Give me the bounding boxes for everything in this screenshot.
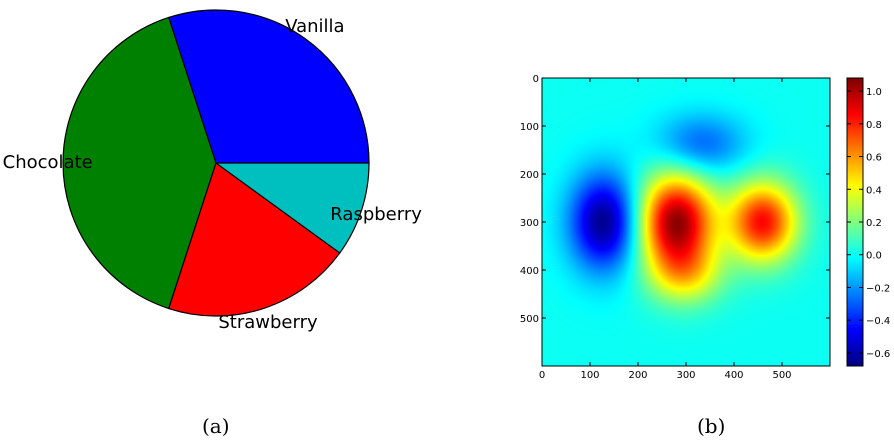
colorbar-tick-label: −0.2 <box>866 283 890 294</box>
x-tick-label: 200 <box>628 370 647 381</box>
caption-b: (b) <box>697 414 726 438</box>
colorbar-tick-label: 0.2 <box>866 218 882 229</box>
x-tick-label: 400 <box>724 370 743 381</box>
y-tick-label: 0 <box>533 74 539 85</box>
colorbar-tick-label: 1.0 <box>866 87 882 98</box>
pie-chart: Vanilla Chocolate Strawberry Raspberry <box>3 9 422 333</box>
colorbar-gradient <box>847 78 863 366</box>
colorbar-tick-label: −0.6 <box>866 349 890 360</box>
x-tick-label: 0 <box>539 370 545 381</box>
pie-slice-vanilla <box>167 9 370 164</box>
pie-slice-strawberry <box>167 162 341 317</box>
x-tick-label: 300 <box>676 370 695 381</box>
y-tick-label: 500 <box>520 314 539 325</box>
pie-label-vanilla: Vanilla <box>285 16 344 37</box>
colorbar-tick-label: 0.6 <box>866 153 882 164</box>
colorbar-tick-label: −0.4 <box>866 316 890 327</box>
heatmap-image <box>542 78 830 366</box>
heatmap-axes: 0 100 200 300 400 500 0 100 200 300 400 500 <box>520 74 830 381</box>
y-tick-label: 200 <box>520 170 539 181</box>
pie-slice-raspberry <box>214 162 370 254</box>
colorbar-tick-label: 0.4 <box>866 185 882 196</box>
caption-a: (a) <box>202 414 230 438</box>
y-tick-label: 400 <box>520 266 539 277</box>
colorbar-tick-label: 0.0 <box>866 251 882 262</box>
pie-label-chocolate: Chocolate <box>3 152 93 173</box>
y-tick-label: 100 <box>520 122 539 133</box>
heatmap-chart: 0 100 200 300 400 500 0 100 200 300 400 500 1.0 0.8 0… <box>520 74 890 381</box>
x-tick-label: 100 <box>580 370 599 381</box>
colorbar-axis: 1.0 0.8 0.6 0.4 0.2 0.0 −0.2 −0.4 −0.6 <box>847 87 890 360</box>
pie-label-strawberry: Strawberry <box>218 312 318 333</box>
pie-label-raspberry: Raspberry <box>330 204 422 225</box>
colorbar-tick-label: 0.8 <box>866 120 882 131</box>
x-tick-label: 500 <box>772 370 791 381</box>
pie-slice-chocolate <box>62 16 217 310</box>
y-tick-label: 300 <box>520 218 539 229</box>
